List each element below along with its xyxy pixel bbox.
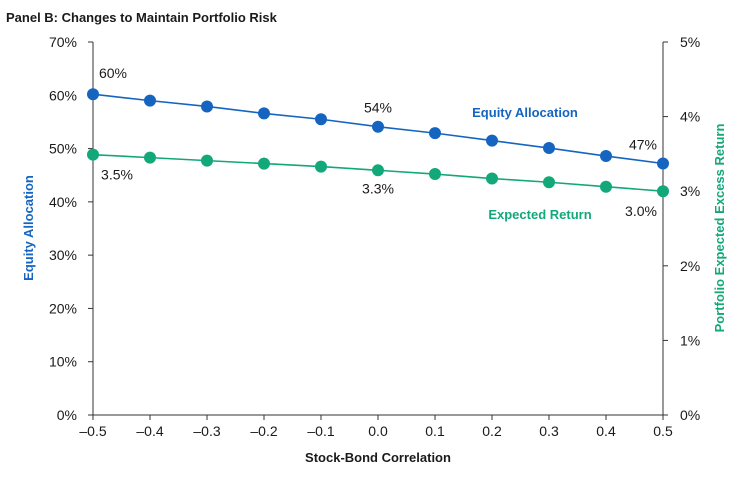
x-tick-label: 0.0: [368, 423, 388, 439]
chart-title: Panel B: Changes to Maintain Portfolio R…: [6, 10, 278, 25]
left-axis-title: Equity Allocation: [21, 175, 36, 281]
expected-return-point: [486, 172, 498, 185]
equity-allocation-point: [372, 120, 384, 133]
equity-allocation-point: [486, 134, 498, 147]
expected-return-data-label: 3.5%: [101, 167, 133, 183]
x-axis-title: Stock-Bond Correlation: [305, 450, 451, 465]
expected-return-point: [372, 164, 384, 177]
left-tick-label: 70%: [49, 34, 77, 50]
right-tick-label: 3%: [680, 183, 700, 199]
left-tick-label: 60%: [49, 87, 77, 103]
right-axis: 0% 1% 2% 3% 4% 5%: [663, 34, 700, 423]
left-tick-label: 20%: [49, 300, 77, 316]
equity-allocation-data-label: 54%: [364, 100, 392, 116]
equity-allocation-point: [315, 113, 327, 126]
expected-return-point: [543, 176, 555, 189]
x-tick-label: –0.4: [136, 423, 163, 439]
x-tick-label: –0.2: [250, 423, 277, 439]
left-tick-label: 30%: [49, 247, 77, 263]
expected-return-point: [600, 180, 612, 193]
expected-return-point: [429, 168, 441, 181]
right-axis-title: Portfolio Expected Excess Return: [712, 124, 727, 333]
x-tick-label: 0.4: [596, 423, 616, 439]
left-tick-label: 40%: [49, 194, 77, 210]
expected-return-point: [258, 157, 270, 170]
x-tick-label: –0.3: [193, 423, 220, 439]
equity-allocation-point: [657, 157, 669, 170]
expected-return-point: [144, 151, 156, 164]
series-label-equity: Equity Allocation: [472, 105, 578, 120]
x-tick-label: 0.1: [425, 423, 445, 439]
right-tick-label: 4%: [680, 109, 700, 125]
right-tick-label: 5%: [680, 34, 700, 50]
equity-allocation-point: [201, 100, 213, 113]
expected-return-data-label: 3.0%: [625, 203, 657, 219]
x-tick-label: –0.5: [79, 423, 106, 439]
expected-return-point: [657, 185, 669, 198]
x-tick-label: –0.1: [307, 423, 334, 439]
equity-allocation-data-label: 47%: [629, 136, 657, 152]
equity-allocation-point: [543, 142, 555, 155]
right-tick-label: 2%: [680, 258, 700, 274]
equity-allocation-point: [429, 127, 441, 140]
left-tick-label: 50%: [49, 141, 77, 157]
x-tick-label: 0.5: [653, 423, 673, 439]
equity-allocation-point: [87, 88, 99, 101]
x-tick-label: 0.3: [539, 423, 559, 439]
x-tick-label: 0.2: [482, 423, 502, 439]
series-label-return: Expected Return: [488, 207, 591, 222]
series-layer: 60% 54% 47% 3.5% 3.3% 3.0%: [87, 65, 669, 219]
equity-allocation-data-label: 60%: [99, 65, 127, 81]
expected-return-point: [201, 154, 213, 167]
right-tick-label: 0%: [680, 407, 700, 423]
left-axis: 0% 10% 20% 30% 40% 50% 60% 70%: [49, 34, 93, 423]
left-tick-label: 0%: [57, 407, 77, 423]
equity-allocation-point: [144, 94, 156, 107]
left-tick-label: 10%: [49, 354, 77, 370]
equity-allocation-point: [258, 107, 270, 120]
expected-return-data-label: 3.3%: [362, 180, 394, 196]
x-axis: –0.5 –0.4 –0.3 –0.2 –0.1 0.0 0.1 0.2 0.3 0.4 0.5: [79, 415, 673, 439]
right-tick-label: 1%: [680, 332, 700, 348]
expected-return-point: [315, 160, 327, 173]
equity-allocation-point: [600, 150, 612, 163]
expected-return-point: [87, 148, 99, 161]
